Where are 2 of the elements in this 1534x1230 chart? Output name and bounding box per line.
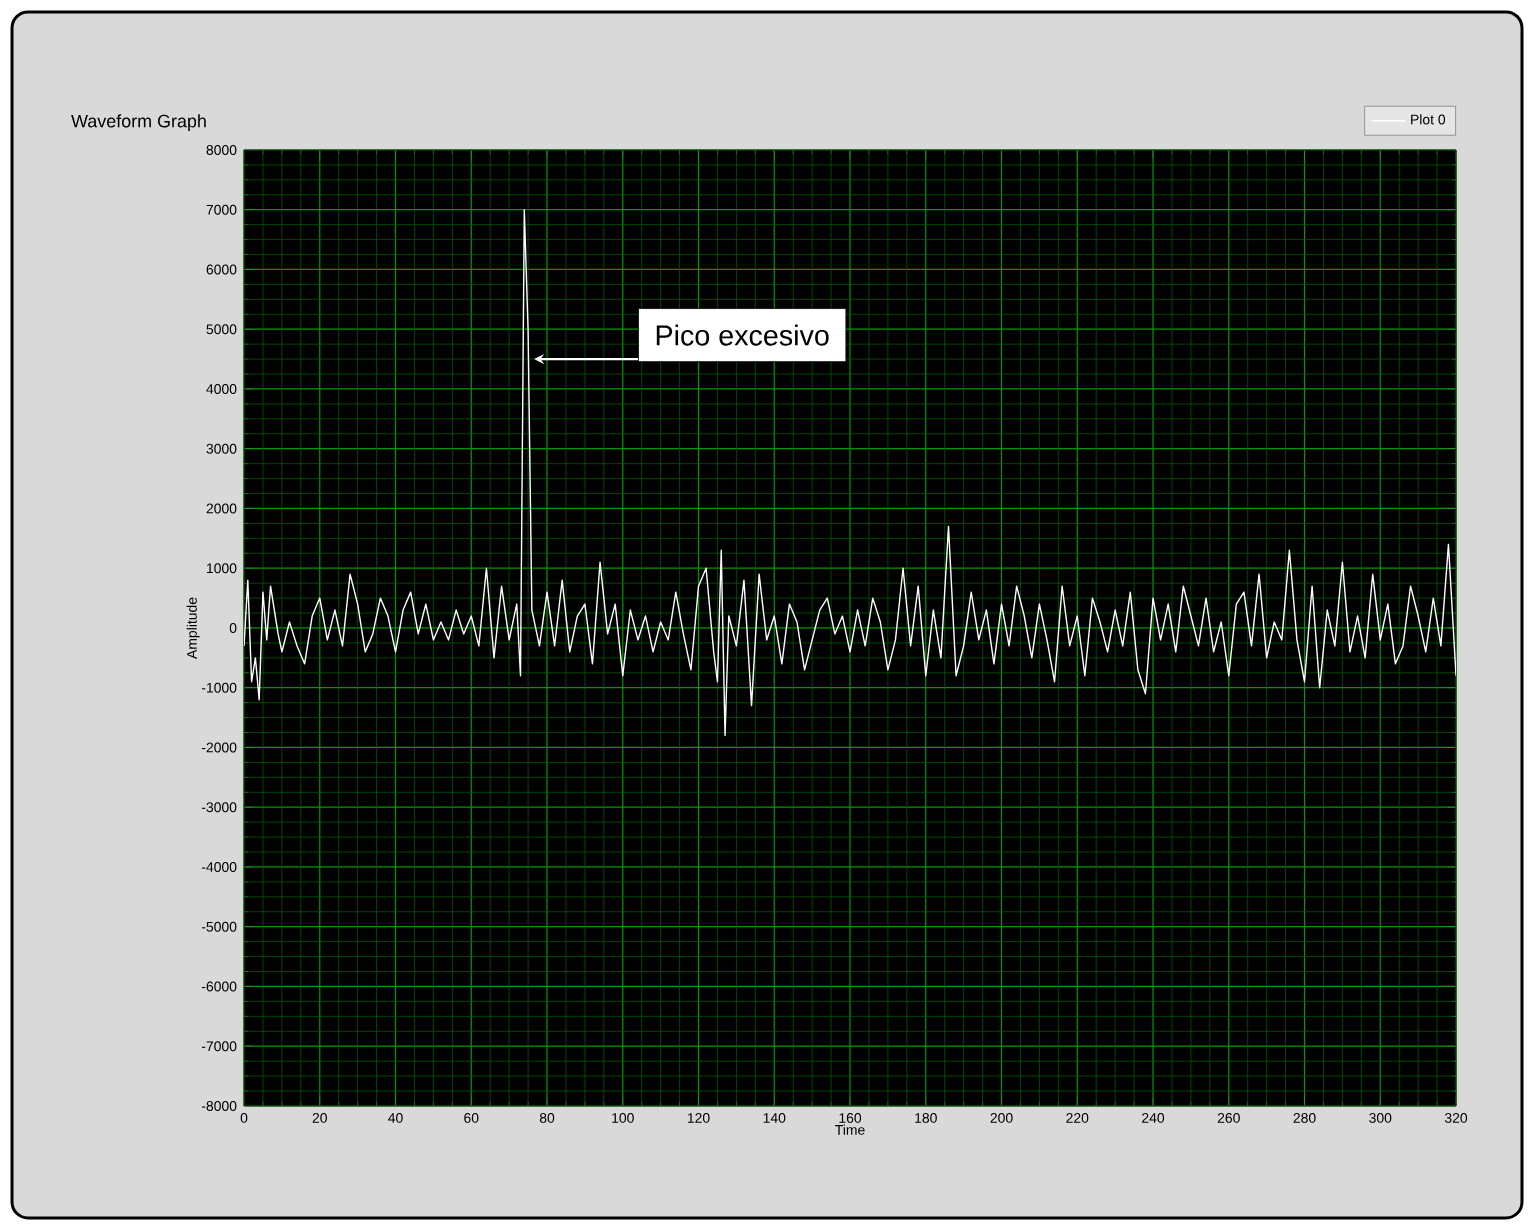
chart-title: Waveform Graph [71,114,206,131]
annotation: Pico excesivo [656,324,829,346]
